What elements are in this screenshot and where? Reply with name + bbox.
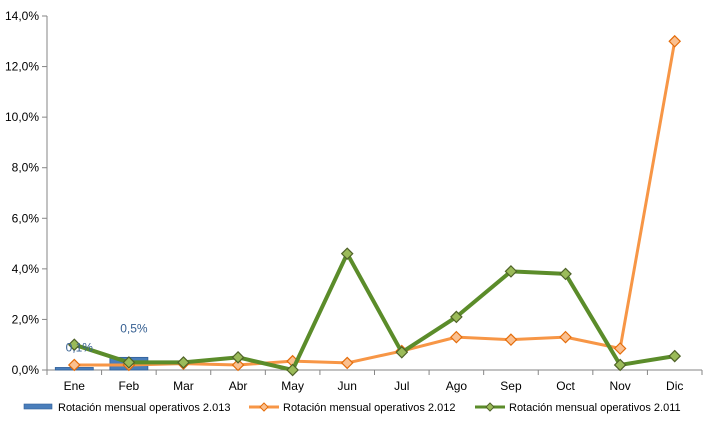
y-tick-label: 2,0% <box>12 312 40 326</box>
x-tick-label: Oct <box>556 379 575 393</box>
line-series <box>67 34 682 377</box>
data-point <box>67 338 81 352</box>
data-point <box>122 356 136 369</box>
legend: Rotación mensual operativos 2.013 Rotació… <box>23 402 681 414</box>
series-line <box>74 41 677 367</box>
y-tick-label: 4,0% <box>12 262 40 276</box>
data-point <box>504 333 518 347</box>
x-tick-label: Ene <box>64 379 86 393</box>
x-tick-label: Mar <box>173 379 194 393</box>
x-tick-label: Sep <box>500 379 522 393</box>
legend-swatch-bar <box>23 403 53 410</box>
legend-label: Rotación mensual operativos 2.012 <box>283 402 455 414</box>
y-tick-label: 0,0% <box>12 363 40 377</box>
bar-data-label: 0,5% <box>120 321 148 335</box>
data-point <box>504 265 518 278</box>
y-tick-label: 12,0% <box>5 60 39 74</box>
data-point <box>177 356 190 369</box>
legend-swatch-marker <box>259 402 269 412</box>
legend-swatch-marker <box>485 402 495 412</box>
x-tick-label: Dic <box>666 379 683 393</box>
y-tick-label: 8,0% <box>12 161 40 175</box>
data-point <box>668 34 682 48</box>
data-point <box>668 349 682 363</box>
data-point <box>450 330 463 344</box>
x-tick-label: Ago <box>446 379 468 393</box>
y-tick-label: 6,0% <box>12 211 40 225</box>
data-point <box>340 247 354 261</box>
data-labels: 0,1% 0,5% <box>66 321 148 354</box>
y-tick-label: 14,0% <box>5 9 39 23</box>
data-point <box>450 310 463 324</box>
series-line <box>73 251 676 372</box>
data-point <box>613 358 627 372</box>
data-point <box>67 358 81 372</box>
x-axis: Ene Feb Mar Abr May Jun Jul Ago Sep Oct Nov Dic <box>46 369 703 393</box>
data-point <box>340 356 354 370</box>
x-tick-label: Feb <box>119 379 140 393</box>
x-tick-label: Nov <box>609 379 630 393</box>
data-point <box>231 351 245 364</box>
y-tick-label: 10,0% <box>5 110 39 124</box>
x-tick-label: May <box>281 379 304 393</box>
data-point <box>559 267 572 281</box>
data-point <box>231 358 245 372</box>
legend-label: Rotación mensual operativos 2.013 <box>58 402 230 414</box>
data-point <box>613 342 627 355</box>
legend-label: Rotación mensual operativos 2.011 <box>509 402 681 414</box>
data-point <box>395 345 409 359</box>
data-point <box>286 363 299 377</box>
x-tick-label: Abr <box>229 379 248 393</box>
x-tick-label: Jun <box>338 379 357 393</box>
y-axis: 0,0% 2,0% 4,0% 6,0% 8,0% 10,0% 12,0% 14,0% <box>5 9 48 377</box>
bar-data-label: 0,1% <box>66 340 94 354</box>
data-point <box>559 330 572 344</box>
x-tick-label: Jul <box>394 379 409 393</box>
